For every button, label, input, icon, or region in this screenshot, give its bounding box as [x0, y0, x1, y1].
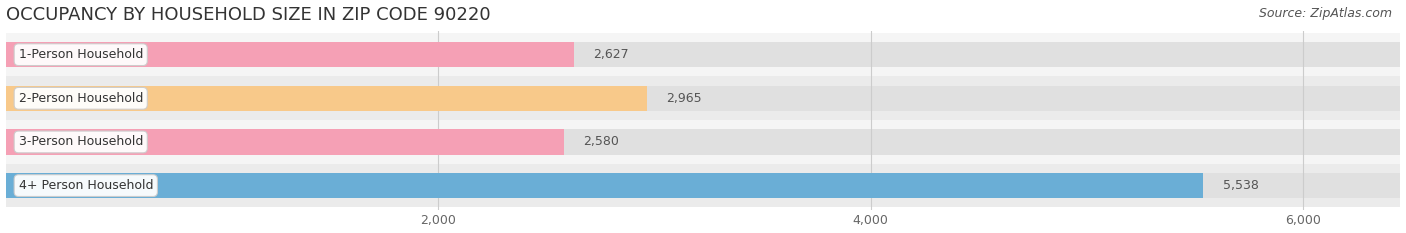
Text: OCCUPANCY BY HOUSEHOLD SIZE IN ZIP CODE 90220: OCCUPANCY BY HOUSEHOLD SIZE IN ZIP CODE …: [6, 6, 491, 24]
Text: 4+ Person Household: 4+ Person Household: [18, 179, 153, 192]
Bar: [6, 129, 1400, 155]
Text: 2,627: 2,627: [593, 48, 628, 61]
Bar: [6, 86, 1400, 111]
Text: 5,538: 5,538: [1223, 179, 1258, 192]
Bar: [6, 76, 1400, 120]
Bar: [6, 42, 1400, 67]
Bar: [6, 86, 647, 111]
Bar: [6, 33, 1400, 76]
Bar: [6, 129, 564, 155]
Text: 3-Person Household: 3-Person Household: [18, 135, 143, 148]
Text: 2,965: 2,965: [666, 92, 702, 105]
Bar: [6, 164, 1400, 207]
Text: Source: ZipAtlas.com: Source: ZipAtlas.com: [1258, 7, 1392, 20]
Text: 1-Person Household: 1-Person Household: [18, 48, 143, 61]
Text: 2,580: 2,580: [583, 135, 619, 148]
Text: 2-Person Household: 2-Person Household: [18, 92, 143, 105]
Bar: [6, 42, 574, 67]
Bar: [6, 173, 1204, 198]
Bar: [6, 120, 1400, 164]
Bar: [6, 173, 1400, 198]
